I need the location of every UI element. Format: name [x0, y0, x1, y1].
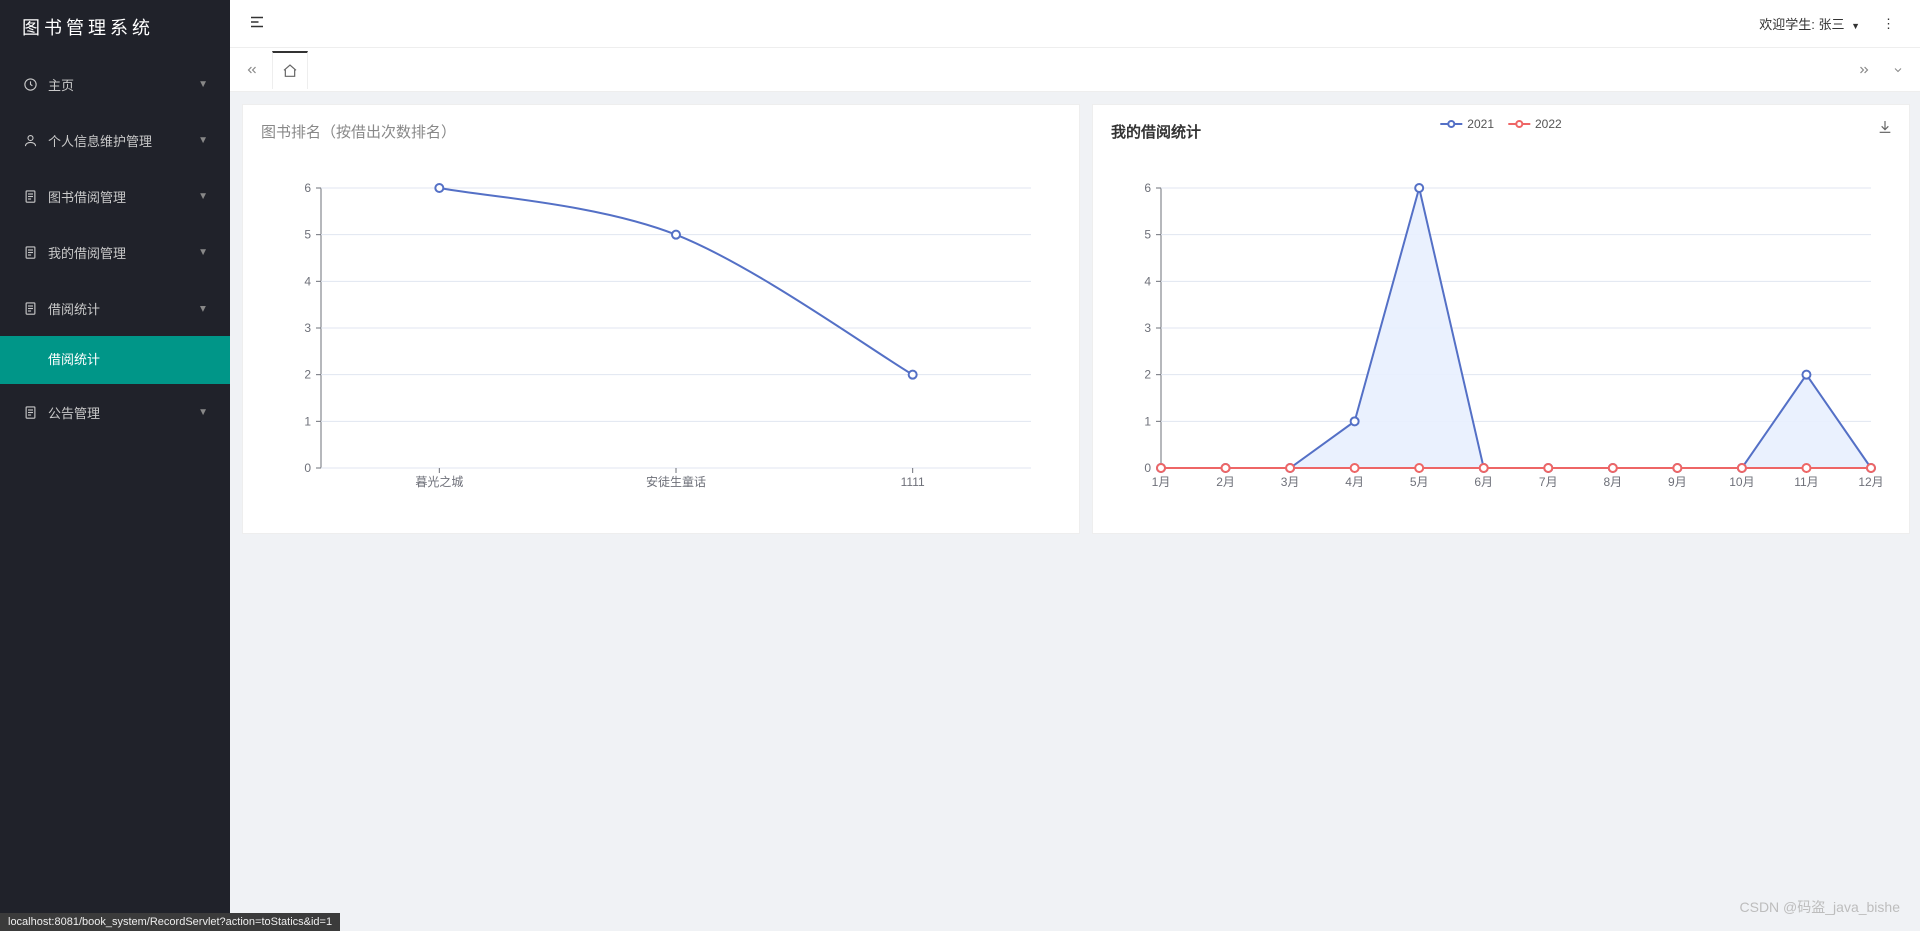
svg-text:2: 2	[304, 368, 311, 382]
svg-text:2月: 2月	[1216, 475, 1235, 489]
borrow-stats-chart: 0 1 2 3 4 5 6 1月 2月 3月 4月 5月 6月 7月 8月 9月 10月 11月 12月	[1111, 148, 1891, 508]
sidebar-subitem-4-0[interactable]: 借阅统计	[0, 336, 230, 384]
collapse-sidebar-button[interactable]	[248, 13, 266, 34]
status-bar-url: localhost:8081/book_system/RecordServlet…	[0, 913, 340, 931]
sidebar-item-label: 我的借阅管理	[48, 243, 126, 262]
header-right: 欢迎学生: 张三 ▼ ⋮	[1759, 14, 1902, 33]
user-icon	[22, 132, 38, 148]
svg-text:4: 4	[1144, 274, 1151, 288]
svg-text:3: 3	[1144, 321, 1151, 335]
username: 张三	[1818, 17, 1844, 32]
welcome-prefix: 欢迎学生:	[1759, 17, 1815, 32]
tabs-next-button[interactable]	[1850, 56, 1878, 84]
svg-text:12月: 12月	[1858, 475, 1883, 489]
svg-text:2: 2	[1144, 368, 1151, 382]
sidebar-item-4[interactable]: 借阅统计 ▲	[0, 280, 230, 336]
chevron-down-icon: ▼	[198, 247, 208, 258]
legend-label: 2021	[1467, 117, 1494, 131]
svg-text:暮光之城: 暮光之城	[415, 475, 463, 489]
svg-text:1月: 1月	[1152, 475, 1171, 489]
svg-text:4: 4	[304, 274, 311, 288]
sidebar-item-label: 借阅统计	[48, 299, 100, 318]
download-icon[interactable]	[1877, 119, 1893, 138]
chevron-down-icon: ▼	[198, 135, 208, 146]
tabs-prev-button[interactable]	[238, 56, 266, 84]
svg-text:0: 0	[304, 461, 311, 475]
svg-text:11月: 11月	[1794, 475, 1818, 489]
legend-marker-icon	[1508, 119, 1530, 129]
tabs-dropdown-button[interactable]	[1884, 56, 1912, 84]
svg-text:1: 1	[304, 414, 311, 428]
svg-text:5: 5	[1144, 228, 1151, 242]
app-title: 图书管理系统	[0, 0, 230, 56]
sidebar-item-3[interactable]: 我的借阅管理 ▼	[0, 224, 230, 280]
svg-text:4月: 4月	[1345, 475, 1364, 489]
book-ranking-chart: 0 1 2 3 4 5 6 暮光之城 安徒生童话 1111	[261, 148, 1061, 508]
svg-text:5: 5	[304, 228, 311, 242]
svg-text:5月: 5月	[1410, 475, 1429, 489]
borrow-stats-legend: 2021 2022	[1440, 117, 1561, 131]
svg-text:6: 6	[304, 181, 311, 195]
svg-text:8月: 8月	[1603, 475, 1622, 489]
svg-text:安徒生童话: 安徒生童话	[646, 474, 706, 489]
svg-text:0: 0	[1144, 461, 1151, 475]
chevron-down-icon: ▼	[198, 191, 208, 202]
sidebar-item-2[interactable]: 图书借阅管理 ▼	[0, 168, 230, 224]
sidebar-menu: 主页 ▼ 个人信息维护管理 ▼ 图书借阅管理 ▼ 我的借阅管理 ▼ 借阅统计 ▲ 借阅统计公告管理 ▼	[0, 56, 230, 440]
sidebar: 图书管理系统 主页▼个人信息维护管理▼图书借阅管理▼我的借阅管理▼借阅统计▲借阅…	[0, 0, 230, 931]
sidebar-item-5[interactable]: 公告管理 ▼	[0, 384, 230, 440]
more-menu-button[interactable]: ⋮	[1876, 16, 1902, 32]
top-header: 欢迎学生: 张三 ▼ ⋮	[230, 0, 1920, 48]
tabs-bar	[230, 48, 1920, 92]
chevron-down-icon: ▼	[198, 407, 208, 418]
svg-text:1111: 1111	[901, 475, 925, 489]
chevron-down-icon: ▲	[198, 303, 208, 314]
sidebar-item-label: 公告管理	[48, 403, 100, 422]
book-ranking-card: 图书排名（按借出次数排名） 0 1 2 3 4 5 6 暮光之城 安徒生童话 1111	[242, 104, 1080, 534]
sidebar-item-label: 主页	[48, 75, 74, 94]
doc-icon	[22, 244, 38, 260]
doc-icon	[22, 188, 38, 204]
sidebar-item-label: 图书借阅管理	[48, 187, 126, 206]
svg-text:6月: 6月	[1474, 475, 1493, 489]
book-ranking-title: 图书排名（按借出次数排名）	[261, 121, 1061, 142]
user-dropdown[interactable]: 欢迎学生: 张三 ▼	[1759, 14, 1860, 33]
home-icon	[22, 76, 38, 92]
svg-text:3: 3	[304, 321, 311, 335]
legend-label: 2022	[1535, 117, 1562, 131]
svg-text:10月: 10月	[1729, 475, 1754, 489]
sidebar-item-0[interactable]: 主页 ▼	[0, 56, 230, 112]
svg-text:6: 6	[1144, 181, 1151, 195]
svg-text:7月: 7月	[1539, 475, 1558, 489]
svg-text:1: 1	[1144, 414, 1151, 428]
doc-icon	[22, 300, 38, 316]
svg-text:3月: 3月	[1281, 475, 1300, 489]
legend-item-2022[interactable]: 2022	[1508, 117, 1562, 131]
svg-text:9月: 9月	[1668, 475, 1687, 489]
legend-item-2021[interactable]: 2021	[1440, 117, 1494, 131]
tab-home[interactable]	[272, 51, 308, 89]
chevron-down-icon: ▼	[198, 79, 208, 90]
sidebar-item-label: 个人信息维护管理	[48, 131, 152, 150]
doc-icon	[22, 404, 38, 420]
chevron-down-icon: ▼	[1851, 21, 1860, 31]
borrow-stats-card: 我的借阅统计 20212022 01234561月2月3月4月5月6月7月8月9…	[1092, 104, 1910, 534]
watermark: CSDN @码盗_java_bishe	[1740, 897, 1901, 917]
sidebar-item-1[interactable]: 个人信息维护管理 ▼	[0, 112, 230, 168]
content-area: 图书排名（按借出次数排名） 0123456暮光之城安徒生童话1111 我的借阅统…	[230, 92, 1920, 931]
legend-marker-icon	[1440, 119, 1462, 129]
